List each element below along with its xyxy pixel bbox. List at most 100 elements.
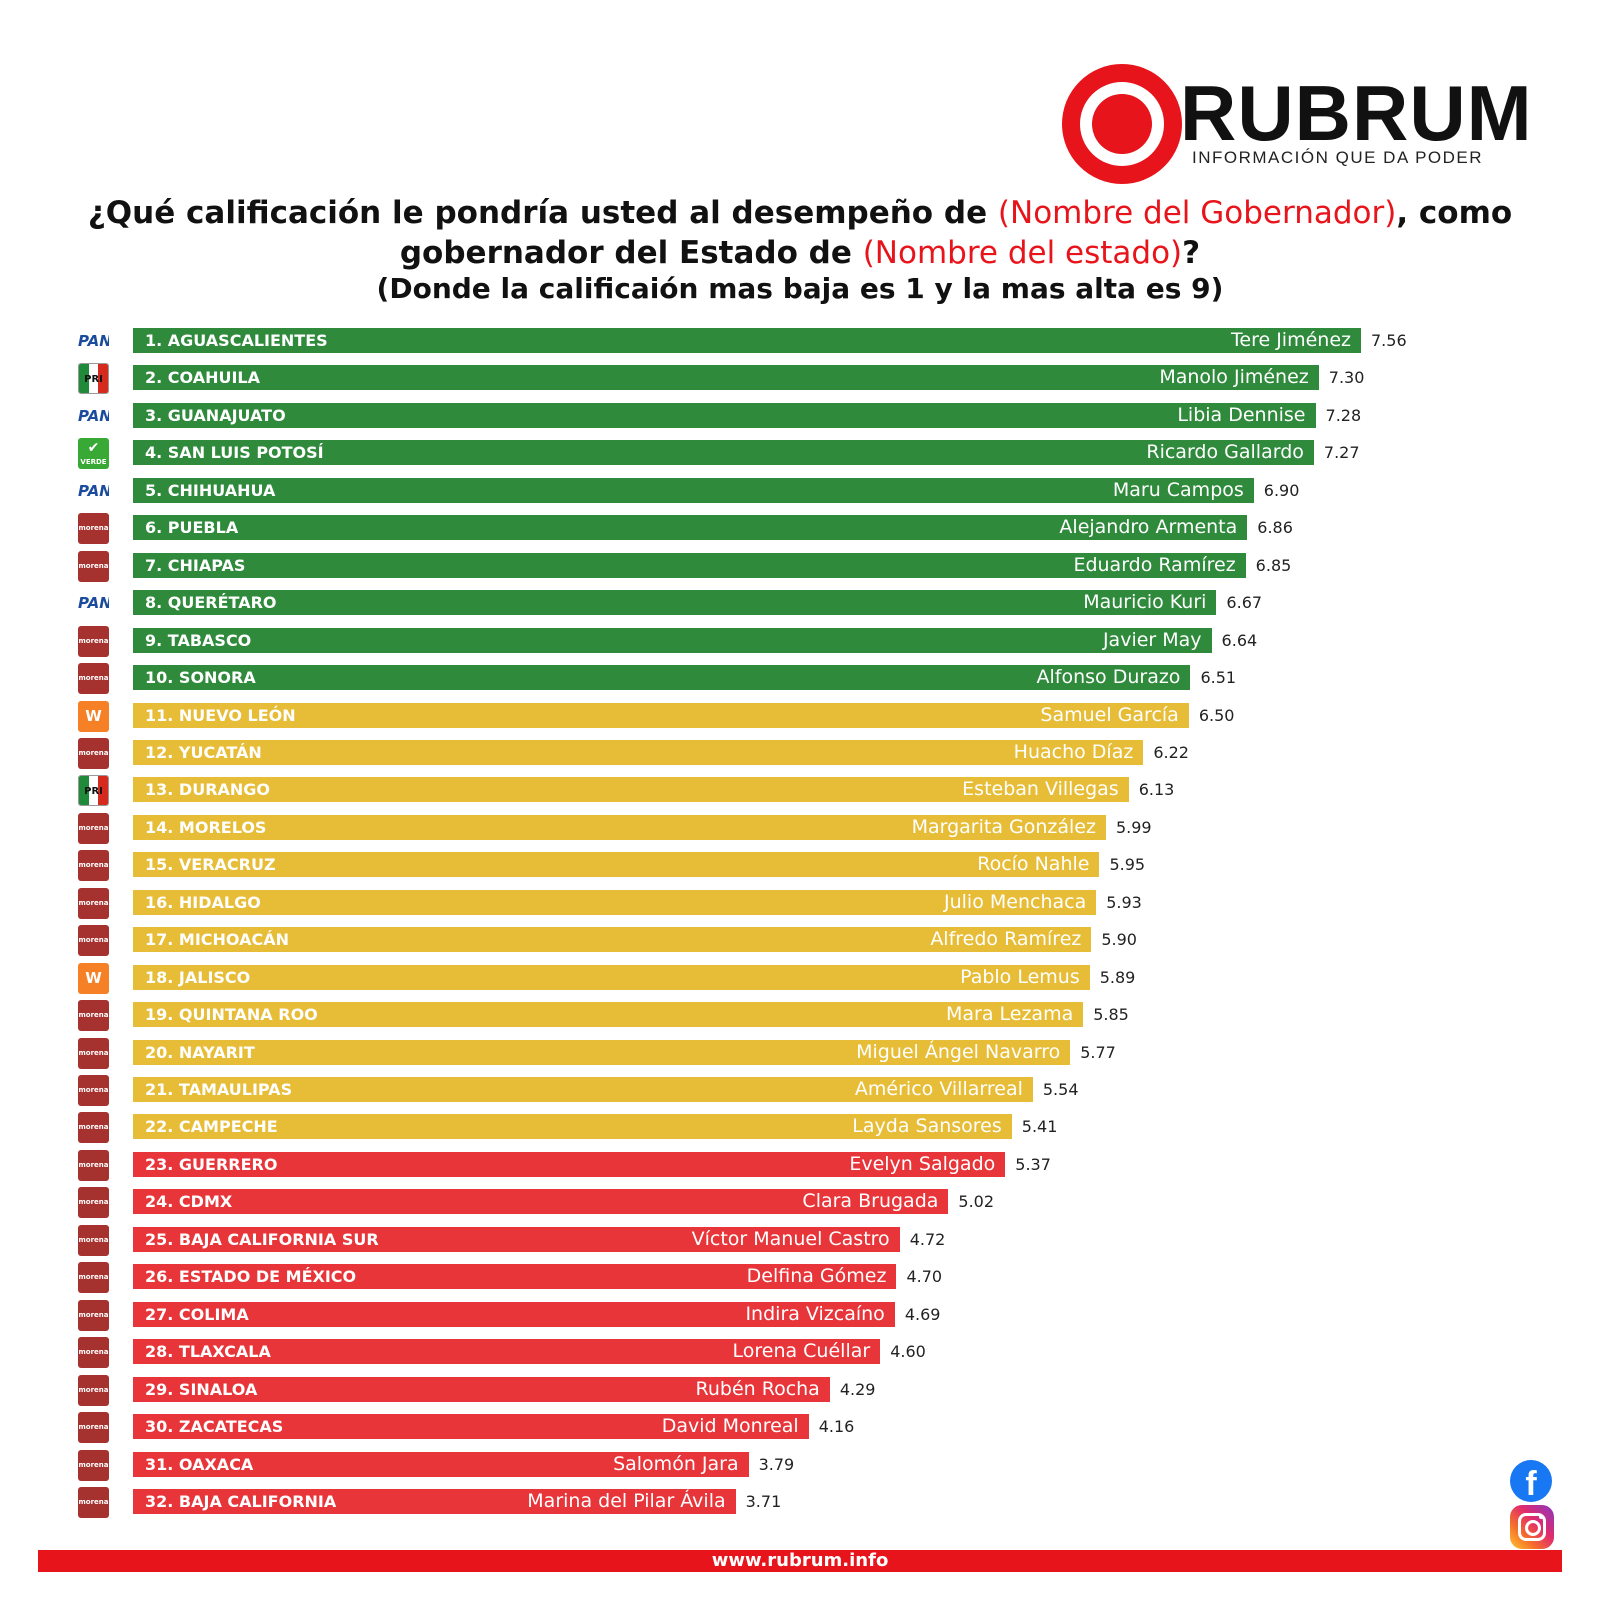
party-logo-morena-icon: morena bbox=[78, 550, 109, 582]
value-label: 7.28 bbox=[1325, 405, 1362, 425]
value-label: 5.89 bbox=[1099, 967, 1136, 987]
state-label: 15. VERACRUZ bbox=[145, 855, 276, 875]
chart-row: morena 32. BAJA CALIFORNIA Marina del Pila… bbox=[0, 1486, 1600, 1518]
bar: 32. BAJA CALIFORNIA Marina del Pilar Ávil… bbox=[133, 1488, 736, 1514]
chart-row: morena 20. NAYARIT Miguel Ángel Navarro 5.7… bbox=[0, 1037, 1600, 1069]
chart-row: PAN 5. CHIHUAHUA Maru Campos 6.90 bbox=[0, 475, 1600, 507]
facebook-icon[interactable]: f bbox=[1510, 1460, 1552, 1502]
bar: 6. PUEBLA Alejandro Armenta bbox=[133, 515, 1248, 541]
value-label: 4.60 bbox=[890, 1342, 926, 1362]
governor-label: Alejandro Armenta bbox=[1059, 516, 1238, 539]
state-label: 12. YUCATÁN bbox=[145, 742, 262, 762]
governor-label: Manolo Jiménez bbox=[1159, 366, 1309, 389]
governor-label: Julio Menchaca bbox=[944, 890, 1087, 913]
chart-row: morena 25. BAJA CALIFORNIA SUR Víctor Manu… bbox=[0, 1224, 1600, 1256]
bar: 25. BAJA CALIFORNIA SUR Víctor Manuel Cas… bbox=[133, 1226, 900, 1252]
state-label: 24. CDMX bbox=[145, 1192, 233, 1212]
instagram-icon[interactable] bbox=[1510, 1505, 1554, 1549]
governor-label: Samuel García bbox=[1040, 703, 1179, 726]
footer-url[interactable]: www.rubrum.info bbox=[711, 1550, 889, 1571]
bar-chart: PAN 1. AGUASCALIENTES Tere Jiménez 7.56 PRI 2… bbox=[0, 326, 1600, 1522]
party-logo-morena-icon: morena bbox=[78, 513, 109, 545]
bar: 7. CHIAPAS Eduardo Ramírez bbox=[133, 552, 1246, 578]
value-label: 4.16 bbox=[818, 1417, 855, 1437]
chart-row: PAN 3. GUANAJUATO Libia Dennise 7.28 bbox=[0, 400, 1600, 432]
party-logo-morena-icon: morena bbox=[78, 625, 109, 657]
state-label: 13. DURANGO bbox=[145, 780, 271, 800]
state-label: 11. NUEVO LEÓN bbox=[145, 705, 296, 725]
value-label: 5.93 bbox=[1106, 892, 1142, 912]
governor-label: Libia Dennise bbox=[1177, 403, 1306, 426]
bar: 14. MORELOS Margarita González bbox=[133, 814, 1106, 840]
chart-row: morena 29. SINALOA Rubén Rocha 4.29 bbox=[0, 1374, 1600, 1406]
bar: 5. CHIHUAHUA Maru Campos bbox=[133, 477, 1254, 503]
value-label: 4.69 bbox=[904, 1304, 941, 1324]
chart-row: morena 26. ESTADO DE MÉXICO Delfina Gómez 4… bbox=[0, 1262, 1600, 1294]
governor-label: Víctor Manuel Castro bbox=[691, 1227, 890, 1250]
governor-label: Indira Vizcaíno bbox=[745, 1302, 885, 1325]
bar: 12. YUCATÁN Huacho Díaz bbox=[133, 739, 1144, 765]
party-logo-mc-icon: W bbox=[78, 962, 109, 994]
governor-label: Tere Jiménez bbox=[1231, 329, 1351, 351]
party-logo-morena-icon: morena bbox=[78, 1187, 109, 1219]
chart-row: morena 12. YUCATÁN Huacho Díaz 6.22 bbox=[0, 737, 1600, 769]
chart-row: PRI 2. COAHUILA Manolo Jiménez 7.30 bbox=[0, 363, 1600, 395]
state-label: 14. MORELOS bbox=[145, 817, 267, 837]
governor-label: Maru Campos bbox=[1112, 478, 1244, 501]
value-label: 4.72 bbox=[909, 1229, 946, 1249]
party-logo-pan-icon: PAN bbox=[78, 400, 109, 432]
state-label: 21. TAMAULIPAS bbox=[145, 1080, 293, 1099]
party-logo-morena-icon: morena bbox=[78, 925, 109, 957]
governor-label: Huacho Díaz bbox=[1013, 740, 1134, 763]
state-label: 31. OAXACA bbox=[145, 1454, 254, 1474]
party-logo-morena-icon: morena bbox=[78, 850, 109, 882]
bar: 23. GUERRERO Evelyn Salgado bbox=[133, 1151, 1006, 1177]
logo-dot-icon bbox=[1092, 94, 1152, 154]
governor-label: Américo Villarreal bbox=[854, 1078, 1023, 1100]
party-logo-morena-icon: morena bbox=[78, 1224, 109, 1256]
chart-row: W 11. NUEVO LEÓN Samuel García 6.50 bbox=[0, 700, 1600, 732]
governor-label: Clara Brugada bbox=[802, 1190, 939, 1213]
governor-label: Eduardo Ramírez bbox=[1073, 553, 1236, 576]
party-logo-morena-icon: morena bbox=[78, 1075, 109, 1106]
value-label: 3.71 bbox=[745, 1491, 782, 1511]
state-label: 29. SINALOA bbox=[145, 1379, 258, 1399]
bar: 30. ZACATECAS David Monreal bbox=[133, 1414, 809, 1440]
chart-row: morena 24. CDMX Clara Brugada 5.02 bbox=[0, 1187, 1600, 1219]
party-logo-pan-icon: PAN bbox=[78, 588, 109, 620]
bar: 20. NAYARIT Miguel Ángel Navarro bbox=[133, 1039, 1071, 1065]
party-logo-pri-icon: PRI bbox=[78, 363, 109, 395]
chart-row: PAN 8. QUERÉTARO Mauricio Kuri 6.67 bbox=[0, 588, 1600, 620]
governor-label: Esteban Villegas bbox=[962, 778, 1119, 801]
chart-subtitle: (Donde la calificaión mas baja es 1 y la… bbox=[376, 272, 1224, 305]
governor-label: Ricardo Gallardo bbox=[1146, 441, 1304, 464]
party-logo-morena-icon: morena bbox=[78, 1486, 109, 1518]
party-logo-morena-icon: morena bbox=[78, 1337, 109, 1369]
bar: 21. TAMAULIPAS Américo Villarreal bbox=[133, 1077, 1033, 1102]
bar: 2. COAHUILA Manolo Jiménez bbox=[133, 365, 1319, 391]
governor-label: Miguel Ángel Navarro bbox=[856, 1040, 1061, 1063]
chart-row: morena 6. PUEBLA Alejandro Armenta 6.86 bbox=[0, 513, 1600, 545]
state-label: 8. QUERÉTARO bbox=[145, 593, 277, 613]
governor-label: Mara Lezama bbox=[945, 1003, 1074, 1026]
party-logo-pan-icon: PAN bbox=[78, 326, 109, 357]
bar: 26. ESTADO DE MÉXICO Delfina Gómez bbox=[133, 1264, 897, 1290]
value-label: 6.22 bbox=[1153, 742, 1189, 762]
state-label: 10. SONORA bbox=[145, 668, 256, 688]
chart-row: morena 21. TAMAULIPAS Américo Villarreal 5.… bbox=[0, 1075, 1600, 1106]
bar: 19. QUINTANA ROO Mara Lezama bbox=[133, 1002, 1084, 1028]
party-logo-morena-icon: morena bbox=[78, 737, 109, 769]
governor-label: Javier May bbox=[1102, 628, 1202, 651]
state-label: 19. QUINTANA ROO bbox=[145, 1005, 318, 1025]
value-label: 5.85 bbox=[1093, 1005, 1129, 1025]
chart-row: morena 10. SONORA Alfonso Durazo 6.51 bbox=[0, 663, 1600, 695]
value-label: 5.37 bbox=[1015, 1154, 1051, 1174]
state-label: 2. COAHUILA bbox=[145, 368, 260, 388]
chart-row: morena 9. TABASCO Javier May 6.64 bbox=[0, 625, 1600, 657]
state-label: 5. CHIHUAHUA bbox=[145, 480, 276, 500]
state-label: 18. JALISCO bbox=[145, 967, 251, 987]
governor-label: Margarita González bbox=[911, 815, 1096, 838]
title-part-3: ? bbox=[1182, 235, 1201, 271]
value-label: 5.02 bbox=[958, 1192, 995, 1212]
value-label: 6.86 bbox=[1257, 518, 1293, 538]
